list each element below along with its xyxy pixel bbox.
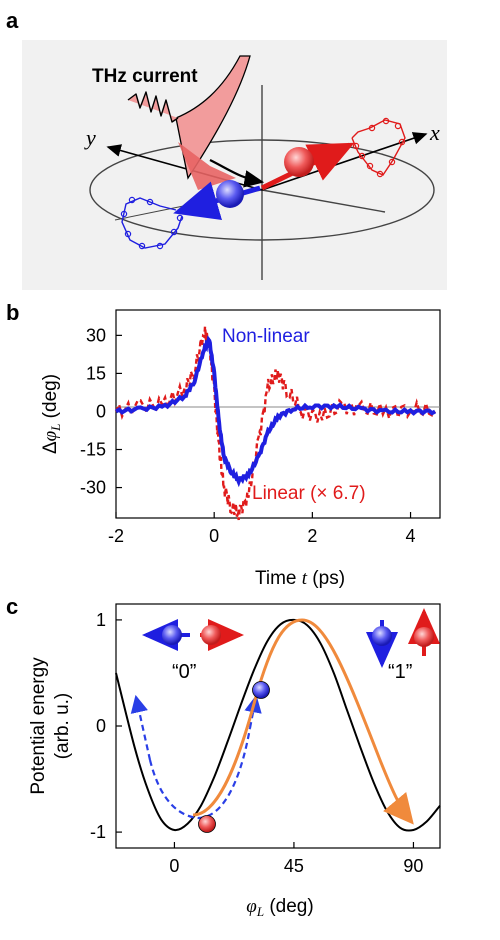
thz-pulse-beam bbox=[175, 55, 251, 180]
panel-b-ytick-label: -30 bbox=[80, 478, 106, 498]
legend-nonlinear: Non-linear bbox=[222, 326, 310, 347]
panel-c-xtick-label: 90 bbox=[403, 856, 423, 876]
panel-b-ytick-label: 15 bbox=[86, 363, 106, 383]
panel-c-xtick-label: 0 bbox=[169, 856, 179, 876]
panel-b-ticks: -2 0 2 4 30 15 0 -15 -30 bbox=[80, 325, 416, 546]
path-orange bbox=[192, 618, 414, 825]
panel-b-xtick-label: 4 bbox=[406, 526, 416, 546]
panel-a: a THz current x y bbox=[6, 8, 447, 290]
panel-b-label: b bbox=[6, 300, 19, 325]
state0-blue-ball bbox=[162, 625, 182, 645]
panel-c-label: c bbox=[6, 594, 18, 619]
series-nonlinear-line bbox=[114, 335, 437, 488]
panel-c-xlabel: φL (deg) bbox=[246, 896, 313, 919]
blue-trajectory-points bbox=[120, 196, 184, 250]
state0-label: “0” bbox=[172, 661, 196, 683]
panel-b-xtick-label: -2 bbox=[108, 526, 124, 546]
red-spin-ball bbox=[284, 147, 314, 177]
panel-c: c 0 45 90 1 0 -1 “0” “1” Potential energy (ar… bbox=[6, 594, 441, 919]
panel-c-xtick-label: 45 bbox=[284, 856, 304, 876]
potential-curve bbox=[115, 618, 441, 832]
panel-b-xtick-label: 2 bbox=[307, 526, 317, 546]
current-arrow bbox=[209, 159, 265, 188]
panel-c-ytick-label: 1 bbox=[96, 610, 106, 630]
state0-red-ball bbox=[201, 625, 221, 645]
panel-b-frame bbox=[115, 309, 441, 519]
panel-b-ytick-label: -15 bbox=[80, 440, 106, 460]
path-blue-dashed bbox=[148, 727, 252, 820]
panel-c-ylabel-line1: Potential energy bbox=[28, 657, 49, 795]
panel-b-ylabel: ΔφL (deg) bbox=[40, 374, 63, 454]
panel-b-ytick-label: 30 bbox=[86, 325, 106, 345]
panel-c-ticks: 0 45 90 1 0 -1 bbox=[90, 610, 423, 876]
panel-a-label: a bbox=[6, 8, 19, 33]
state1-blue-ball bbox=[372, 626, 392, 646]
thz-pulse-cone bbox=[178, 142, 236, 190]
thz-waveform bbox=[127, 91, 179, 123]
blue-spin-ball bbox=[216, 180, 244, 208]
panel-b: b -2 0 2 4 30 15 0 -15 -30 Non-linear Linear (× … bbox=[6, 300, 441, 589]
panel-c-ylabel-line2: (arb. u.) bbox=[52, 693, 73, 760]
panel-b-xtick-label: 0 bbox=[209, 526, 219, 546]
panel-c-ytick-label: 0 bbox=[96, 716, 106, 736]
panel-c-ytick-label: -1 bbox=[90, 822, 106, 842]
path-blue-arrow-left bbox=[130, 694, 152, 761]
red-state-ball bbox=[198, 815, 216, 833]
plane-ray-line bbox=[261, 189, 386, 213]
panel-b-ytick-label: 0 bbox=[96, 401, 106, 421]
legend-linear: Linear (× 6.7) bbox=[252, 483, 366, 504]
x-axis-label: x bbox=[429, 120, 440, 145]
panel-b-xlabel: Time t (ps) bbox=[255, 568, 345, 589]
state1-label: “1” bbox=[388, 661, 412, 683]
red-spin-trajectory bbox=[351, 119, 406, 176]
y-axis-label: y bbox=[84, 125, 96, 150]
red-trajectory-points bbox=[352, 117, 406, 178]
state1-red-ball bbox=[414, 627, 434, 647]
panel-a-title: THz current bbox=[92, 66, 198, 87]
blue-state-ball bbox=[252, 681, 270, 699]
blue-spin-trajectory bbox=[121, 197, 183, 249]
